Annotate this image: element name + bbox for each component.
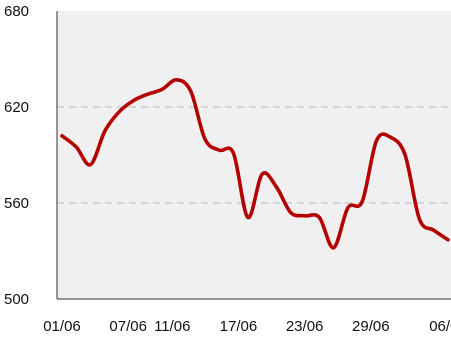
x-tick-label-06-07: 06/07	[429, 318, 451, 335]
x-tick-label-11-06: 11/06	[154, 318, 190, 335]
y-tick-label-680: 680	[4, 3, 29, 20]
x-tick-label-23-06: 23/06	[286, 318, 324, 335]
series-line-0	[60, 78, 450, 250]
x-tick-label-17-06: 17/06	[220, 318, 258, 335]
plot-area	[57, 11, 451, 299]
x-tick-label-07-06: 07/06	[109, 318, 147, 335]
y-tick-label-500: 500	[4, 291, 29, 308]
x-tick-label-29-06: 29/06	[352, 318, 390, 335]
x-tick-labels: 01/06 07/06 11/06 17/06 23/06 29/06 06/07	[43, 318, 451, 335]
y-tick-labels: 500 560 620 680	[4, 3, 29, 308]
series-group	[60, 78, 450, 250]
y-tick-label-560: 560	[4, 195, 29, 212]
x-tick-label-01-06: 01/06	[43, 318, 81, 335]
y-tick-label-620: 620	[4, 99, 29, 116]
